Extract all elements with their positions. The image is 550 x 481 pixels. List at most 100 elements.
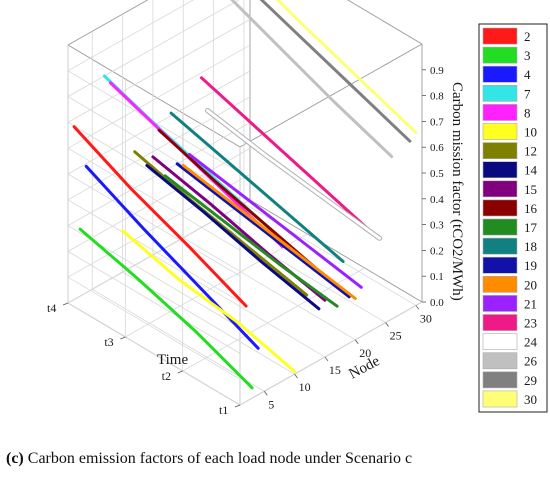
box-edge [239, 43, 423, 148]
z-tick-label: 0.2 [430, 245, 444, 257]
legend-swatch-3 [482, 46, 518, 64]
series-line-2 [72, 125, 248, 308]
x-tick-label: 15 [329, 363, 341, 377]
series-line-4 [84, 164, 260, 350]
x-tick-mark [415, 305, 420, 310]
wall-gridline [67, 0, 194, 72]
series-line-19 [175, 162, 351, 299]
legend-label-20: 20 [524, 277, 537, 292]
floor-gridline [213, 220, 386, 323]
legend-swatch-17 [482, 218, 518, 236]
x-tick-label: 25 [390, 329, 402, 343]
wall-gridline [67, 0, 240, 97]
floor-gridline [152, 254, 326, 358]
box-edge [67, 44, 241, 148]
series-line-24 [206, 109, 381, 240]
x-tick-label: 20 [359, 346, 371, 360]
series-line-18 [169, 111, 345, 263]
box-edge [67, 0, 149, 46]
y-tick-label: t2 [162, 369, 171, 383]
legend-swatch-10 [482, 123, 518, 140]
z-tick-label: 0.3 [430, 220, 444, 232]
legend-label-12: 12 [524, 144, 537, 159]
x-tick-mark [354, 339, 359, 345]
z-tick-label: 0.1 [430, 271, 444, 283]
z-tick-label: 0.9 [430, 65, 444, 77]
chart-svg: 0.0 0.1 0.2 0.3 0.4 0.5 0.6 0.7 0.8 0.9 5 10 15 20 25 3… [47, 0, 548, 417]
legend-swatch-23 [482, 314, 518, 331]
legend-swatch-30 [482, 390, 518, 408]
wall-gridline [67, 173, 251, 278]
wall-gridline [67, 122, 241, 225]
y-axis-label: Time [157, 352, 188, 368]
wall-gridline [67, 19, 251, 123]
wall-gridline [67, 199, 241, 303]
legend-swatch-26 [482, 352, 518, 370]
caption-label: (c) [6, 450, 24, 467]
x-tick-label: 5 [268, 397, 274, 411]
series-line-21 [187, 152, 363, 289]
z-tick-label: 0.4 [430, 194, 444, 206]
wall-gridline [67, 276, 241, 380]
legend-label-3: 3 [524, 48, 531, 63]
z-tick-label: 0.7 [430, 116, 444, 128]
y-tick-mark [120, 336, 126, 340]
series-line-29 [259, 0, 412, 143]
box-edge [249, 199, 423, 303]
legend-swatch-7 [482, 85, 518, 102]
y-tick-label: t3 [104, 335, 113, 349]
series-line-10 [121, 229, 297, 373]
z-tick-label: 0.0 [430, 297, 444, 309]
legend-swatch-29 [482, 371, 518, 389]
wall-gridline [67, 302, 241, 406]
legend-swatch-21 [482, 295, 518, 312]
y-tick-mark [234, 404, 241, 408]
legend-label-8: 8 [524, 105, 531, 120]
series-line-26 [230, 0, 394, 159]
legend-swatch-2 [482, 27, 518, 45]
box-edge [346, 0, 423, 45]
series-line-3 [78, 227, 254, 390]
caption-text: Carbon emission factors of each load nod… [23, 450, 413, 467]
legend-label-30: 30 [524, 392, 537, 407]
wall-gridline [67, 96, 241, 199]
y-tick-label: t1 [219, 403, 228, 417]
legend-label-10: 10 [524, 125, 537, 140]
series-line-12 [133, 150, 309, 297]
legend-swatch-8 [482, 104, 518, 121]
legend-label-18: 18 [524, 239, 537, 254]
floor-gridline [125, 233, 308, 338]
series-line-14 [145, 164, 321, 311]
legend-label-14: 14 [524, 163, 538, 178]
floor-gridline [183, 237, 356, 341]
z-tick-label: 0.5 [430, 168, 444, 180]
wall-gridline [67, 148, 251, 252]
legend-label-29: 29 [524, 373, 537, 388]
legend-swatch-14 [482, 161, 518, 179]
legend-label-7: 7 [524, 86, 531, 101]
x-tick-mark [263, 391, 268, 396]
legend-swatch-20 [482, 275, 518, 293]
legend-label-19: 19 [524, 258, 537, 273]
wall-gridline [67, 70, 251, 175]
y-tick-mark [177, 370, 183, 374]
wall-gridline [67, 147, 241, 251]
wall-gridline [67, 44, 251, 149]
legend-label-17: 17 [524, 220, 538, 235]
legend-swatch-15 [482, 180, 518, 198]
legend-swatch-18 [482, 237, 518, 255]
legend-label-26: 26 [524, 354, 538, 369]
legend-label-16: 16 [524, 201, 538, 216]
series-line-17 [163, 174, 339, 308]
wall-gridline [67, 173, 241, 277]
legend-label-4: 4 [524, 67, 531, 82]
series-line-30 [275, 0, 418, 135]
legend-swatch-19 [482, 256, 518, 274]
series-line-20 [181, 164, 357, 300]
legend-swatch-4 [482, 65, 518, 83]
legend-label-2: 2 [524, 29, 531, 44]
y-tick-mark [62, 302, 69, 306]
axis-ticks: 0.0 0.1 0.2 0.3 0.4 0.5 0.6 0.7 0.8 0.9 5 10 15 20 25 3… [47, 65, 444, 417]
series-lines [72, 0, 418, 390]
figure-caption: (c) Carbon emission factors of each load… [6, 450, 412, 468]
